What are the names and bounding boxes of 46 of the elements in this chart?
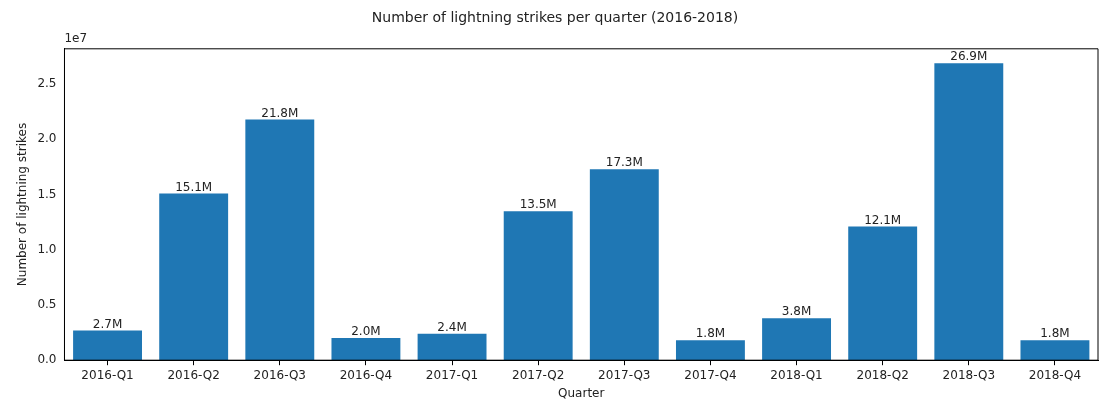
bar [934, 63, 1004, 361]
x-axis-title: Quarter [558, 385, 605, 400]
bar [245, 119, 315, 361]
bar [589, 169, 659, 361]
annotation: 2.4M [437, 319, 467, 334]
y-tick-label: 2.5 [37, 76, 57, 91]
bar [1020, 340, 1090, 361]
text: 1e7 [64, 30, 88, 45]
x-tick-label: 2016-Q3 [253, 367, 306, 382]
y-tick-label: 1.5 [37, 186, 57, 201]
bar [675, 340, 745, 361]
x-tick-label: 2016-Q2 [167, 367, 220, 382]
bar [762, 318, 832, 361]
x-tick-label: 2018-Q1 [770, 367, 823, 382]
bar [73, 330, 142, 361]
annotation: 26.9M [950, 49, 988, 64]
annotation: 13.5M [519, 197, 557, 212]
bar [848, 226, 918, 361]
bar [417, 333, 487, 361]
annotation: 17.3M [605, 155, 643, 170]
x-tick-label: 2018-Q2 [856, 367, 909, 382]
y-tick-label: 1.0 [37, 241, 57, 256]
annotation: 2.0M [351, 324, 381, 339]
x-tick-label: 2018-Q3 [942, 367, 996, 382]
annotation: 21.8M [261, 105, 299, 120]
x-tick-label: 2016-Q1 [81, 367, 134, 382]
x-tick-label: 2018-Q4 [1028, 367, 1082, 382]
x-tick-label: 2017-Q1 [425, 367, 479, 382]
annotation: 1.8M [1040, 326, 1070, 341]
y-tick-label: 0.5 [37, 297, 57, 312]
annotation: 1.8M [695, 326, 726, 341]
y-tick-label: 2.0 [37, 131, 57, 146]
annotation: 12.1M [864, 212, 902, 227]
chart-title: Number of lightning strikes per quarter (2016-2018) [371, 9, 739, 26]
annotation: 2.7M [92, 316, 123, 331]
annotation: 15.1M [175, 179, 213, 194]
y-axis-title: Number of lightning strikes [15, 122, 30, 287]
y-tick-label: 0.0 [37, 352, 57, 367]
bar [503, 211, 573, 361]
x-tick-label: 2016-Q4 [339, 367, 393, 382]
x-tick-label: 2017-Q2 [511, 367, 565, 382]
bar [159, 193, 229, 361]
x-tick-label: 2017-Q3 [598, 367, 651, 382]
annotation: 3.8M [781, 304, 812, 319]
x-tick-label: 2017-Q4 [684, 367, 737, 382]
bar [331, 338, 401, 361]
